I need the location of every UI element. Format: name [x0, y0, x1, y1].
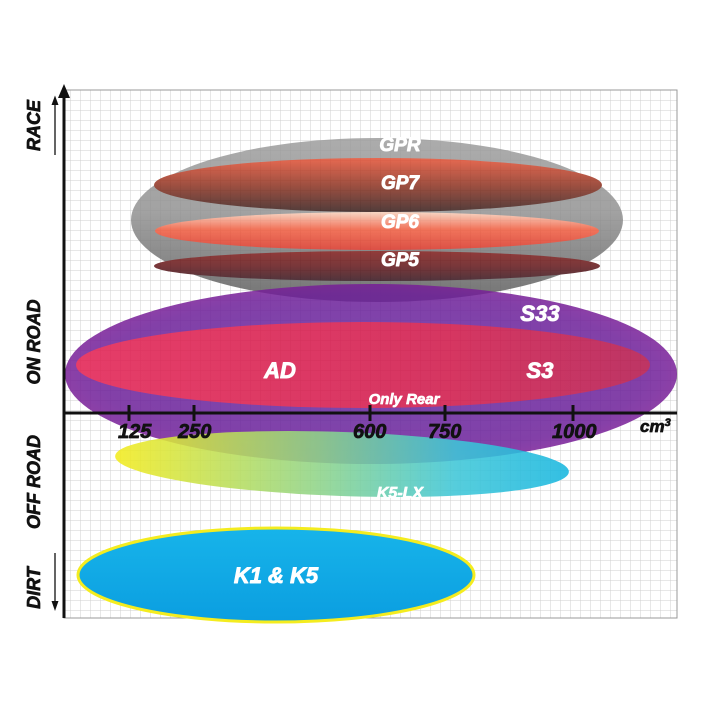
svg-text:250: 250 — [177, 421, 211, 443]
svg-text:RACE: RACE — [24, 99, 44, 151]
svg-text:AD: AD — [263, 358, 296, 383]
svg-text:ON ROAD: ON ROAD — [24, 300, 44, 385]
svg-text:750: 750 — [428, 421, 461, 443]
svg-text:K1 & K5: K1 & K5 — [234, 563, 319, 588]
svg-text:Only Rear: Only Rear — [369, 391, 441, 408]
svg-text:OFF ROAD: OFF ROAD — [24, 435, 44, 529]
svg-text:DIRT: DIRT — [24, 565, 44, 609]
svg-text:S3: S3 — [527, 358, 554, 383]
svg-text:600: 600 — [353, 421, 386, 443]
svg-text:GP6: GP6 — [381, 212, 419, 233]
svg-text:GPR: GPR — [379, 135, 420, 156]
svg-text:1000: 1000 — [552, 421, 597, 443]
svg-text:S33: S33 — [520, 301, 559, 326]
svg-text:125: 125 — [118, 421, 152, 443]
svg-text:GP5: GP5 — [381, 250, 419, 271]
svg-text:K5-LX: K5-LX — [377, 485, 425, 502]
svg-text:GP7: GP7 — [381, 173, 420, 194]
